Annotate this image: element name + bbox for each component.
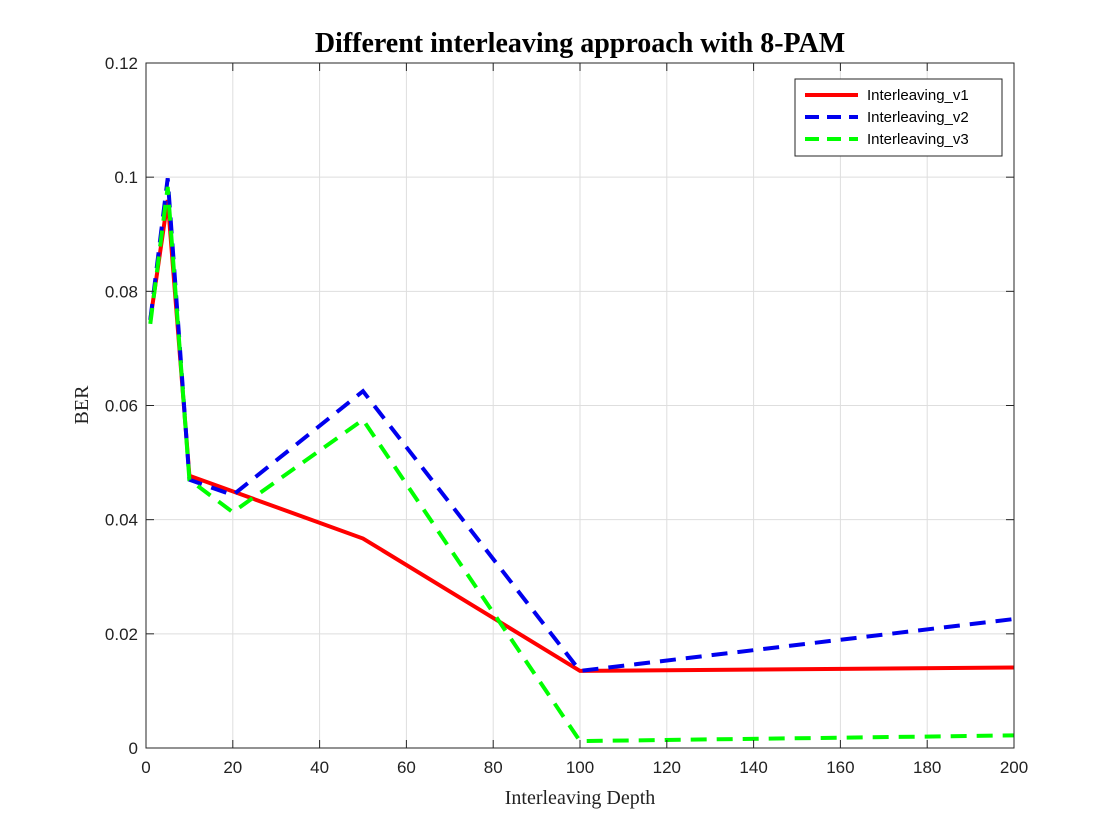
grid xyxy=(146,63,1014,748)
x-tick-label: 0 xyxy=(141,758,150,777)
legend-label: Interleaving_v3 xyxy=(867,131,969,148)
x-axis-ticks: 0 20 40 60 80 100 120 140 160 180 200 xyxy=(141,63,1028,777)
legend-label: Interleaving_v2 xyxy=(867,109,969,126)
x-tick-label: 80 xyxy=(484,758,503,777)
series-line-interleaving-v3 xyxy=(148,186,1015,744)
x-axis-label: Interleaving Depth xyxy=(505,787,656,809)
legend-label: Interleaving_v1 xyxy=(867,87,969,104)
x-tick-label: 180 xyxy=(913,758,941,777)
chart-title: Different interleaving approach with 8-P… xyxy=(315,28,845,59)
x-tick-label: 120 xyxy=(653,758,681,777)
x-tick-label: 160 xyxy=(826,758,854,777)
series-layer xyxy=(148,178,1015,744)
legend: Interleaving_v1 Interleaving_v2 Interleavi… xyxy=(794,78,1003,157)
y-tick-label: 0.08 xyxy=(105,282,138,301)
y-axis-label: BER xyxy=(71,385,93,425)
y-tick-label: 0.1 xyxy=(114,168,138,187)
y-tick-label: 0.04 xyxy=(105,511,138,530)
y-tick-label: 0.02 xyxy=(105,625,138,644)
y-axis-ticks: 0 0.02 0.04 0.06 0.08 0.1 0.12 xyxy=(105,54,1014,758)
x-tick-label: 40 xyxy=(310,758,329,777)
series-line-interleaving-v2 xyxy=(148,178,1015,674)
x-tick-label: 140 xyxy=(739,758,767,777)
x-tick-label: 100 xyxy=(566,758,594,777)
x-tick-label: 60 xyxy=(397,758,416,777)
y-tick-label: 0.12 xyxy=(105,54,138,73)
y-tick-label: 0 xyxy=(129,739,138,758)
y-tick-label: 0.06 xyxy=(105,397,138,416)
x-tick-label: 20 xyxy=(223,758,242,777)
x-tick-label: 200 xyxy=(1000,758,1028,777)
